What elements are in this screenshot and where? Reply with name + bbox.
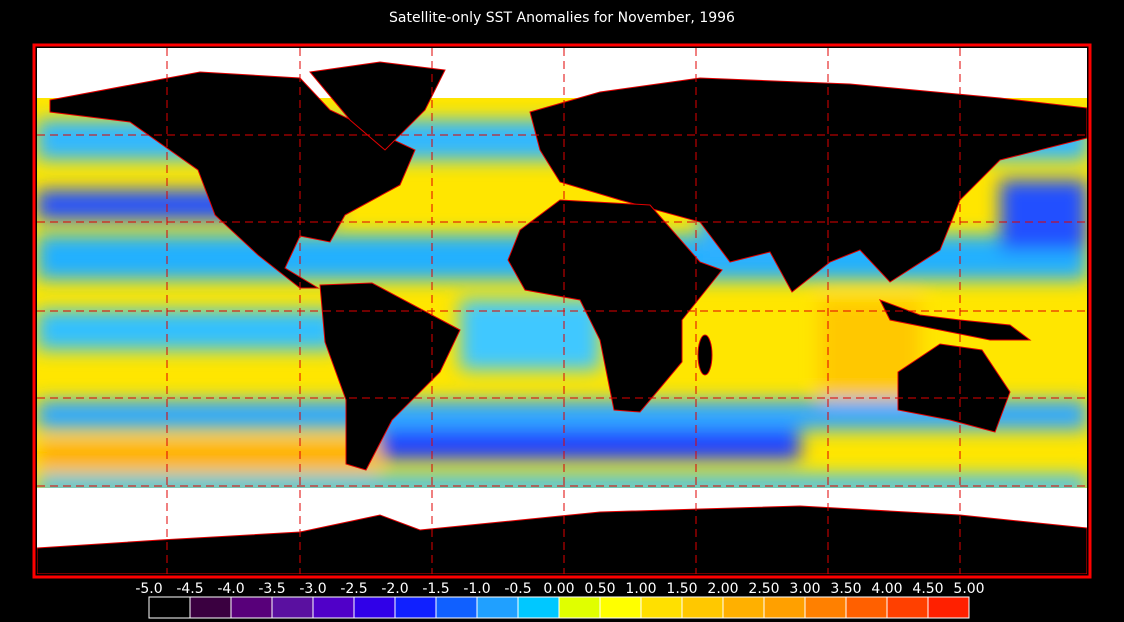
colorbar-label: 4.50 — [912, 581, 943, 597]
greenland — [309, 61, 446, 151]
colorbar-label: 1.50 — [666, 581, 697, 597]
north-america — [49, 71, 416, 289]
colorbar-swatch — [804, 596, 847, 619]
colorbar-swatch — [845, 596, 888, 619]
title: Satellite-only SST Anomalies for Novembe… — [389, 10, 735, 26]
colorbar-swatch — [353, 596, 396, 619]
colorbar-swatch — [476, 596, 519, 619]
colorbar-label: 5.00 — [953, 581, 984, 597]
colorbar-label: -2.5 — [340, 581, 367, 597]
colorbar-swatch — [517, 596, 560, 619]
colorbar-label: 3.50 — [830, 581, 861, 597]
colorbar-label: -1.5 — [422, 581, 449, 597]
colorbar: -5.0 -4.5 -4.0 -3.5 -3.0 -2.5 -2.0 -1.5 -1.0 -0.5… — [135, 581, 985, 619]
colorbar-label: -1.0 — [463, 581, 490, 597]
colorbar-label: -0.5 — [504, 581, 531, 597]
colorbar-label: 0.50 — [584, 581, 615, 597]
colorbar-swatch — [271, 596, 314, 619]
madagascar — [697, 334, 713, 376]
colorbar-swatch — [640, 596, 683, 619]
colorbar-swatch — [189, 596, 232, 619]
indonesia — [878, 299, 1032, 341]
colorbar-label: -2.0 — [381, 581, 408, 597]
colorbar-swatch — [230, 596, 273, 619]
colorbar-label: -5.0 — [135, 581, 162, 597]
colorbar-swatch — [927, 596, 970, 619]
colorbar-swatch — [435, 596, 478, 619]
colorbar-label: 3.00 — [789, 581, 820, 597]
australia — [897, 343, 1011, 433]
map — [37, 48, 1087, 574]
colorbar-swatch — [148, 596, 191, 619]
colorbar-label: -3.0 — [299, 581, 326, 597]
colorbar-swatch — [394, 596, 437, 619]
colorbar-label: 4.00 — [871, 581, 902, 597]
colorbar-label: -4.0 — [217, 581, 244, 597]
map-frame — [32, 43, 1092, 579]
colorbar-swatch — [722, 596, 765, 619]
colorbar-label: 1.00 — [625, 581, 656, 597]
colorbar-swatch — [312, 596, 355, 619]
colorbar-label: 2.00 — [707, 581, 738, 597]
africa — [507, 199, 723, 413]
colorbar-swatch — [763, 596, 806, 619]
colorbar-label: 2.50 — [748, 581, 779, 597]
grid — [37, 48, 1087, 574]
colorbar-label: -4.5 — [176, 581, 203, 597]
colorbar-swatch — [558, 596, 601, 619]
colorbar-swatch — [599, 596, 642, 619]
colorbar-swatch — [681, 596, 724, 619]
colorbar-swatch — [886, 596, 929, 619]
colorbar-label: 0.00 — [543, 581, 574, 597]
colorbar-label: -3.5 — [258, 581, 285, 597]
south-america — [319, 282, 461, 471]
